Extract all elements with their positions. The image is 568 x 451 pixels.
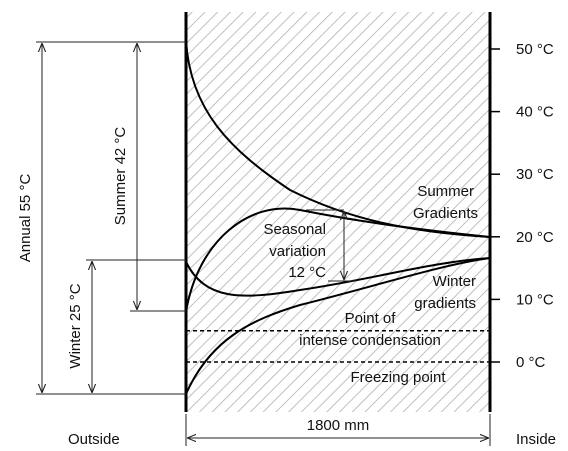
summer-gradient-low-curve [185,207,491,313]
summer-gradients-label-line2: Gradients [413,205,478,222]
winter-gradients-label-line1: Winter [433,273,476,290]
seasonal-variation-label-line3: 12 °C [288,264,326,281]
axis-tick-label: 30 °C [516,166,554,183]
outside-label: Outside [68,431,120,448]
summer-range-label: Summer 42 °C [112,127,129,226]
temperature-axis: 50 °C 40 °C 30 °C 20 °C 10 °C 0 °C [490,41,554,371]
inside-label: Inside [516,431,556,448]
winter-gradient-low-curve [185,257,491,395]
freezing-point-label: Freezing point [350,369,446,386]
axis-tick-label: 10 °C [516,291,554,308]
wall-width-label: 1800 mm [307,417,370,434]
seasonal-variation-label-line1: Seasonal [263,221,326,238]
winter-range-label: Winter 25 °C [67,283,84,368]
seasonal-variation-label-line2: variation [269,243,326,260]
axis-tick-label: 40 °C [516,104,554,121]
axis-tick-label: 50 °C [516,41,554,58]
condensation-label-line1: Point of [345,310,397,327]
condensation-label-line2: intense condensation [299,332,441,349]
wall-section [186,12,490,412]
winter-gradients-label-line2: gradients [414,295,476,312]
winter-gradient-high-curve [185,257,491,297]
axis-tick-label: 0 °C [516,354,546,371]
annual-range-label: Annual 55 °C [17,174,34,263]
axis-tick-label: 20 °C [516,229,554,246]
summer-gradients-label-line1: Summer [417,183,474,200]
